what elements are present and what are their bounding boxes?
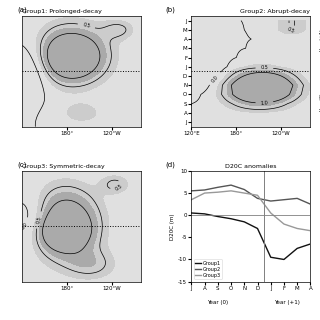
Group1 <box>269 255 273 259</box>
Group2 <box>242 188 246 191</box>
Group3 <box>203 191 206 195</box>
Text: 0.0: 0.0 <box>20 221 29 230</box>
Text: (c): (c) <box>18 162 27 168</box>
Group2 <box>269 199 273 203</box>
Text: Group1: Prolonged-decay: Group1: Prolonged-decay <box>22 9 102 14</box>
Group2 <box>189 189 193 193</box>
Text: 0.0: 0.0 <box>211 74 220 83</box>
Group1 <box>295 246 299 250</box>
Group1 <box>189 211 193 215</box>
Text: Group2: Abrupt-decay: Group2: Abrupt-decay <box>240 9 310 14</box>
Group3 <box>229 189 233 193</box>
Y-axis label: D20C (m): D20C (m) <box>171 213 175 239</box>
Group1 <box>282 258 286 261</box>
Group2 <box>308 202 312 206</box>
Line: Group3: Group3 <box>191 191 310 231</box>
Legend: Group1, Group2, Group3: Group1, Group2, Group3 <box>194 259 222 279</box>
Group1 <box>256 227 260 230</box>
Text: 0.5: 0.5 <box>35 216 42 224</box>
Group1 <box>229 217 233 221</box>
Text: Year (0): Year (0) <box>207 300 228 305</box>
Group3 <box>282 222 286 226</box>
Group3 <box>216 190 220 194</box>
Text: 0.5: 0.5 <box>82 22 91 29</box>
Group3 <box>242 191 246 195</box>
Text: (d): (d) <box>165 162 175 168</box>
Group3 <box>189 198 193 202</box>
Text: 1.0: 1.0 <box>260 100 268 106</box>
Line: Group2: Group2 <box>191 185 310 204</box>
Group2 <box>216 185 220 189</box>
Group1 <box>203 212 206 216</box>
Group1 <box>242 220 246 224</box>
Text: (b): (b) <box>165 7 175 13</box>
Group2 <box>295 196 299 200</box>
Group3 <box>256 193 260 197</box>
Group2 <box>282 198 286 202</box>
Group2 <box>203 188 206 192</box>
Group1 <box>308 242 312 246</box>
Group1 <box>216 215 220 219</box>
Text: Year (+1): Year (+1) <box>274 300 300 305</box>
Group2 <box>229 183 233 187</box>
Text: 0.5: 0.5 <box>114 183 124 192</box>
Group3 <box>295 227 299 230</box>
Title: D20C anomalies: D20C anomalies <box>225 164 277 169</box>
Text: Group3: Symmetric-decay: Group3: Symmetric-decay <box>22 164 105 169</box>
Group3 <box>269 211 273 215</box>
Text: (a): (a) <box>18 7 28 13</box>
Text: 0.5: 0.5 <box>286 26 295 34</box>
Line: Group1: Group1 <box>191 213 310 260</box>
Group2 <box>256 196 260 200</box>
Text: 0.5: 0.5 <box>260 65 268 70</box>
Group3 <box>308 229 312 233</box>
